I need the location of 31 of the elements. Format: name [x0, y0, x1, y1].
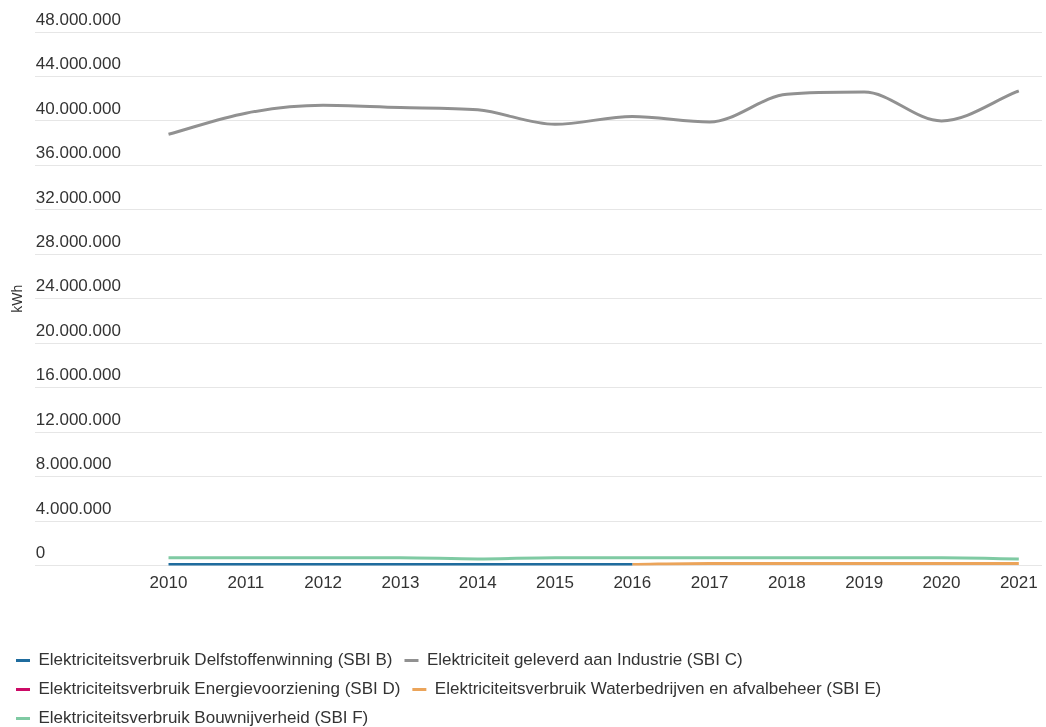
legend-label: Elektriciteitsverbruik Delfstoffenwinning (SBI B) — [38, 650, 393, 670]
legend-label: Elektriciteit geleverd aan Industrie (SBI C) — [426, 650, 743, 670]
y-tick-label: 32.000.000 — [35, 187, 121, 207]
x-tick-label: 2020 — [922, 573, 961, 593]
legend-label: Elektriciteitsverbruik Bouwnijverheid (SBI F) — [38, 708, 369, 727]
x-tick-label: 2017 — [690, 573, 729, 593]
y-tick-label: 24.000.000 — [35, 276, 121, 296]
y-tick-label: 44.000.000 — [35, 54, 121, 74]
x-tick-label: 2015 — [536, 573, 574, 593]
y-tick-label: 8.000.000 — [35, 454, 112, 474]
y-tick-label: 36.000.000 — [35, 143, 121, 163]
y-axis-title: kWh — [9, 284, 26, 313]
x-tick-label: 2011 — [227, 573, 265, 593]
y-tick-label: 0 — [35, 543, 46, 563]
y-tick-label: 12.000.000 — [35, 409, 121, 429]
y-tick-label: 48.000.000 — [35, 9, 121, 29]
x-tick-label: 2013 — [381, 573, 420, 593]
x-tick-label: 2016 — [613, 573, 652, 593]
y-tick-label: 20.000.000 — [35, 320, 121, 340]
y-tick-label: 28.000.000 — [35, 232, 121, 252]
x-tick-label: 2021 — [999, 573, 1038, 593]
x-tick-label: 2010 — [149, 573, 188, 593]
x-tick-label: 2012 — [304, 573, 343, 593]
x-tick-label: 2014 — [458, 573, 497, 593]
y-tick-label: 40.000.000 — [35, 98, 121, 118]
legend-label: Elektriciteitsverbruik Waterbedrijven en afvalbeheer (SBI E) — [434, 679, 882, 699]
y-tick-label: 16.000.000 — [35, 365, 121, 385]
legend-label: Elektriciteitsverbruik Energievoorziening (SBI D) — [38, 679, 401, 699]
x-tick-label: 2018 — [768, 573, 806, 593]
y-tick-label: 4.000.000 — [35, 498, 112, 518]
x-tick-label: 2019 — [845, 573, 884, 593]
